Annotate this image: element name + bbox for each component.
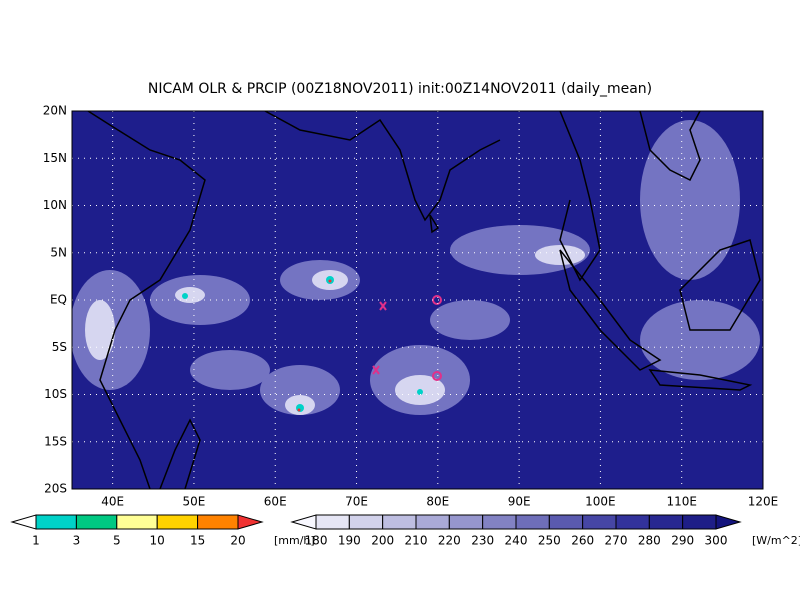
legend-label: 3 (73, 534, 81, 548)
lat-label: 20N (43, 104, 67, 118)
legend-swatch (197, 514, 239, 530)
legend-label: 300 (705, 534, 728, 548)
lat-label: 15S (44, 434, 67, 448)
legend-swatch (448, 514, 484, 530)
legend-label: 5 (113, 534, 121, 548)
legend-swatch (315, 514, 350, 530)
legend-label: 210 (405, 534, 428, 548)
legend-label: 250 (538, 534, 561, 548)
legend-swatch (615, 514, 650, 530)
lat-label: 5N (50, 245, 67, 259)
legend-swatch (515, 514, 550, 530)
legend-swatch (582, 514, 617, 530)
legend-label: 1 (32, 534, 40, 548)
legend-label: 280 (638, 534, 661, 548)
lon-label: 80E (426, 495, 449, 509)
lon-label: 50E (183, 495, 206, 509)
legend-swatch (75, 514, 118, 530)
lat-label: 20S (44, 482, 67, 496)
legend-swatch (348, 514, 384, 530)
lon-label: 100E (585, 495, 616, 509)
lon-label: 120E (748, 495, 779, 509)
legend-arrow (10, 514, 37, 530)
legend-label: 290 (671, 534, 694, 548)
legend-arrow (290, 514, 317, 530)
legend-swatch (482, 514, 517, 530)
lat-label: EQ (50, 293, 67, 307)
legend-swatch (35, 514, 77, 530)
legend-swatch (415, 514, 450, 530)
map (72, 111, 763, 489)
legend-swatch (156, 514, 199, 530)
legend-label: 190 (338, 534, 361, 548)
legend-swatch (116, 514, 158, 530)
lon-label: 90E (508, 495, 531, 509)
legend-label: 10 (150, 534, 165, 548)
legend-swatch (548, 514, 584, 530)
lon-label: 110E (666, 495, 697, 509)
legend-label: 220 (438, 534, 461, 548)
legend-swatch (648, 514, 684, 530)
lon-label: 60E (264, 495, 287, 509)
lon-label: 70E (345, 495, 368, 509)
legend-label: 230 (471, 534, 494, 548)
legend-label: 20 (230, 534, 245, 548)
lat-label: 10N (43, 198, 67, 212)
legend-label: 260 (571, 534, 594, 548)
legend-label: 200 (371, 534, 394, 548)
map-frame (71, 110, 764, 490)
legend-label: 15 (190, 534, 205, 548)
title: NICAM OLR & PRCIP (00Z18NOV2011) init:00… (148, 81, 652, 97)
legend-label: 270 (605, 534, 628, 548)
legend-swatch (682, 514, 717, 530)
legend-label: 240 (505, 534, 528, 548)
legend-label: 180 (305, 534, 328, 548)
legend-swatch (382, 514, 417, 530)
lat-label: 15N (43, 151, 67, 165)
legend-unit: [W/m^2] (752, 534, 800, 547)
legend-arrow (715, 514, 742, 530)
lat-label: 10S (44, 387, 67, 401)
legend-arrow (237, 514, 264, 530)
lat-label: 5S (52, 340, 67, 354)
legend-unit: [mm/h] (274, 534, 315, 547)
lon-label: 40E (101, 495, 124, 509)
